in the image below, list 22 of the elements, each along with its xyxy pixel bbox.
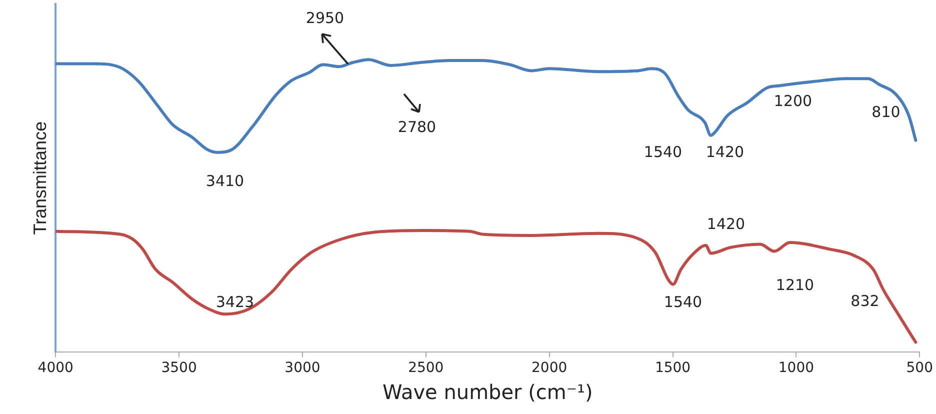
annotation: 832	[850, 292, 880, 310]
annotation: 1420	[706, 143, 744, 161]
annotation: 3423	[216, 293, 254, 311]
x-tick-label: 4000	[38, 360, 74, 376]
annotation: 1210	[776, 276, 814, 294]
annotation: 1540	[664, 293, 702, 311]
text: 2950	[306, 9, 344, 27]
x-tick-label: 3000	[284, 360, 320, 376]
x-tick-label: 2500	[408, 360, 444, 376]
x-tick-label: 3500	[161, 360, 197, 376]
annotation: 3410	[206, 172, 244, 190]
x-tick-label: 2000	[532, 360, 568, 376]
annotation: 1540	[644, 143, 682, 161]
annotation: 810	[872, 103, 900, 121]
x-axis-title: Wave number (cm⁻¹)	[382, 380, 593, 404]
x-tick-label: 500	[906, 360, 934, 376]
x-tick-label: 1500	[654, 360, 691, 376]
annotation: 1420	[706, 215, 746, 233]
annotation: 1200	[774, 92, 812, 110]
y-axis-title: Transmittance	[30, 121, 50, 235]
x-tick-label: 1000	[778, 360, 814, 376]
annotation: 2780	[398, 118, 436, 136]
